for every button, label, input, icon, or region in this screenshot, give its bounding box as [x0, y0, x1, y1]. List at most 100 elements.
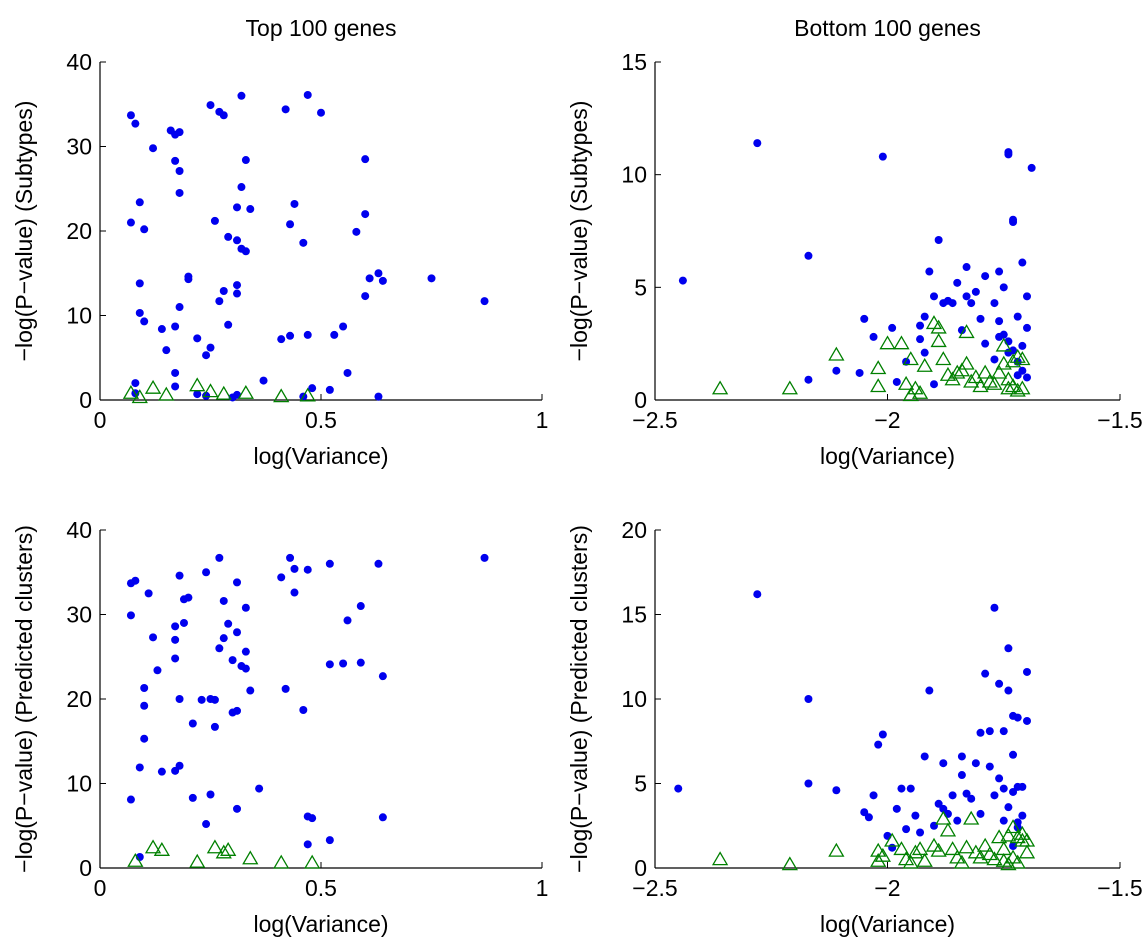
data-point-triangle: [939, 822, 957, 837]
data-point-dot: [930, 292, 938, 301]
data-point-dot: [985, 727, 994, 736]
data-point-dot: [303, 90, 312, 99]
data-point-triangle: [990, 829, 1008, 844]
data-point-triangle: [202, 383, 219, 398]
data-point-triangle: [1018, 832, 1036, 847]
data-point-triangle: [911, 841, 929, 856]
data-point-dot: [981, 669, 990, 678]
data-point-dot: [374, 559, 383, 568]
data-point-dot: [259, 376, 268, 385]
x-tick-label: 0: [94, 407, 107, 433]
data-point-dot: [241, 247, 250, 256]
data-point-dot: [804, 779, 813, 788]
data-point-dot: [219, 111, 228, 120]
data-point-dot: [233, 281, 242, 290]
data-point-dot: [1023, 667, 1031, 676]
data-point-dot: [892, 377, 901, 386]
data-point-dot: [153, 666, 162, 675]
data-point-dot: [171, 382, 180, 391]
data-point-dot: [303, 565, 312, 574]
data-point-dot: [990, 355, 999, 364]
data-point-dot: [995, 774, 1004, 783]
data-point-dot: [976, 809, 985, 818]
data-point-dot: [967, 794, 976, 803]
data-point-dot: [126, 611, 135, 620]
data-point-dot: [962, 789, 971, 798]
data-point-dot: [290, 199, 299, 208]
y-tick-label: 30: [66, 134, 92, 160]
data-point-dot: [202, 351, 211, 360]
data-point-dot: [135, 763, 144, 772]
data-point-dot: [224, 619, 233, 628]
data-point-triangle: [1014, 351, 1031, 366]
y-tick-label: 30: [66, 602, 92, 628]
x-axis-label: log(Variance): [820, 443, 955, 469]
data-point-dot: [361, 210, 370, 219]
data-point-triangle: [1000, 371, 1017, 386]
data-point-dot: [140, 701, 149, 710]
data-point-dot: [233, 578, 242, 587]
y-tick-label: 0: [79, 855, 92, 881]
data-point-triangle: [1000, 827, 1017, 842]
x-tick-label: 1: [536, 875, 549, 901]
data-point-dot: [1023, 716, 1031, 725]
data-point-dot: [202, 568, 211, 577]
data-point-dot: [804, 695, 813, 703]
data-point-triangle: [299, 387, 316, 402]
data-point-triangle: [131, 389, 148, 404]
panel-title: Top 100 genes: [246, 15, 397, 41]
data-point-triangle: [1000, 856, 1017, 871]
data-point-triangle: [893, 841, 910, 856]
data-point-dot: [971, 287, 980, 296]
x-tick-label: −1.5: [1097, 407, 1142, 433]
data-point-triangle: [916, 357, 933, 372]
data-point-dot: [233, 706, 242, 715]
data-point-dot: [804, 251, 813, 260]
data-point-dot: [967, 299, 976, 308]
data-point-triangle: [930, 842, 947, 857]
data-point-dot: [277, 573, 286, 582]
data-point-dot: [175, 571, 184, 580]
data-point-dot: [920, 348, 929, 357]
data-point-dot: [999, 330, 1008, 339]
data-point-triangle: [884, 832, 901, 847]
data-point-triangle: [897, 375, 915, 390]
y-tick-label: 0: [634, 855, 647, 881]
data-point-triangle: [874, 847, 891, 862]
data-point-dot: [804, 375, 813, 384]
data-point-dot: [171, 622, 180, 631]
data-point-dot: [995, 317, 1004, 326]
data-point-triangle: [144, 379, 162, 394]
data-point-dot: [869, 791, 878, 800]
data-point-dot: [325, 385, 334, 394]
data-point-dot: [179, 618, 188, 627]
y-tick-label: 20: [66, 218, 92, 244]
data-point-triangle: [304, 854, 321, 869]
y-tick-label: 15: [621, 49, 647, 75]
y-tick-label: 20: [66, 686, 92, 712]
data-point-dot: [157, 767, 166, 776]
x-tick-label: 0.5: [305, 407, 337, 433]
data-point-dot: [215, 644, 224, 653]
data-point-dot: [228, 656, 237, 665]
data-point-dot: [1009, 787, 1018, 796]
data-point-dot: [175, 128, 184, 137]
data-point-triangle: [1009, 854, 1026, 869]
x-tick-label: −1.5: [1097, 875, 1142, 901]
data-point-dot: [962, 263, 971, 272]
data-point-dot: [149, 144, 158, 153]
data-point-dot: [999, 727, 1008, 736]
data-point-triangle: [963, 373, 980, 388]
data-point-dot: [1018, 782, 1027, 791]
y-axis-label: −log(P−value) (Predicted clusters): [11, 525, 37, 873]
data-point-dot: [219, 596, 228, 605]
data-point-dot: [934, 799, 943, 808]
data-point-triangle: [995, 337, 1012, 352]
data-point-triangle: [907, 844, 924, 859]
data-point-dot: [171, 368, 180, 377]
y-tick-label: 40: [66, 49, 92, 75]
data-point-triangle: [1004, 353, 1022, 368]
data-point-triangle: [995, 841, 1012, 856]
